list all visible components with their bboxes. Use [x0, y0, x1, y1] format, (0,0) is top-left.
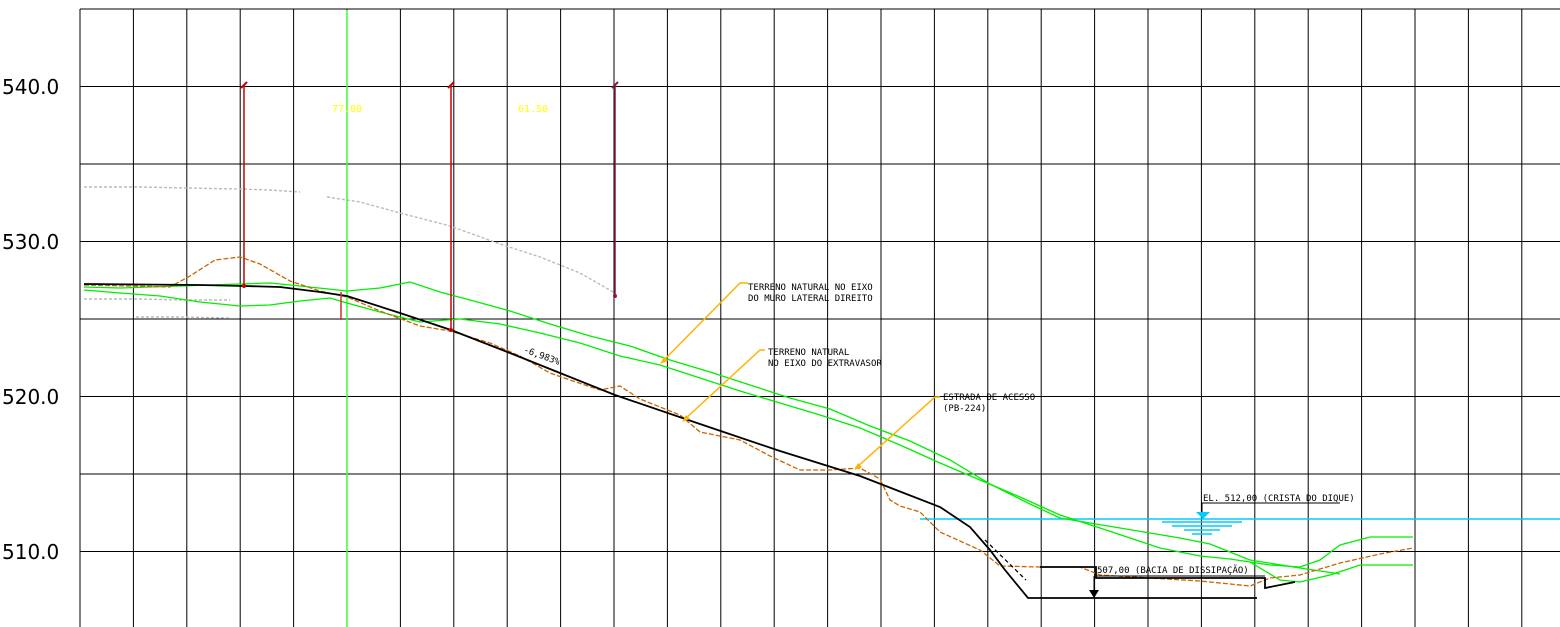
- dimension-ticks: [240, 81, 619, 89]
- label-terreno-muro-1: TERRENO NATURAL NO EIXO: [748, 283, 873, 293]
- grid: [79, 8, 1560, 627]
- y-tick-540: 540.0: [2, 75, 59, 99]
- slope-label: -6,983%: [522, 345, 562, 368]
- dimension-label-left: 77.00: [332, 104, 362, 115]
- terrain-orange-line: [83, 256, 1414, 587]
- y-tick-530: 530.0: [2, 230, 59, 254]
- slope-hatch: [984, 539, 1027, 581]
- label-terreno-muro-2: DO MURO LATERAL DIREITO: [748, 294, 873, 304]
- water-level-symbol: [1162, 512, 1242, 535]
- station-point: [242, 284, 246, 288]
- label-estrada-1: ESTRADA DE ACESSO: [943, 393, 1035, 403]
- label-estrada-2: (PB-224): [943, 404, 986, 414]
- y-tick-510: 510.0: [2, 540, 59, 564]
- terrain-green-lines: [83, 281, 1413, 583]
- reference-grey-lines: [84, 186, 616, 319]
- station-point: [613, 294, 617, 298]
- station-point: [449, 328, 453, 332]
- leader-arrows: [660, 357, 862, 470]
- leader-lines: [661, 282, 940, 469]
- design-profile: [83, 283, 1296, 599]
- y-tick-520: 520.0: [2, 385, 59, 409]
- dimension-verticals: [243, 85, 616, 330]
- bacia-marker-icon: [1089, 590, 1099, 598]
- label-terreno-extravasor-1: TERRENO NATURAL: [768, 348, 849, 358]
- label-bacia: 507,00 (BACIA DE DISSIPAÇÃO): [1097, 565, 1249, 576]
- label-crista-dique: EL. 512,00 (CRISTA DO DIQUE): [1203, 494, 1355, 504]
- label-terreno-extravasor-2: NO EIXO DO EXTRAVASOR: [768, 359, 882, 369]
- dimension-label-right: 61.50: [518, 104, 548, 115]
